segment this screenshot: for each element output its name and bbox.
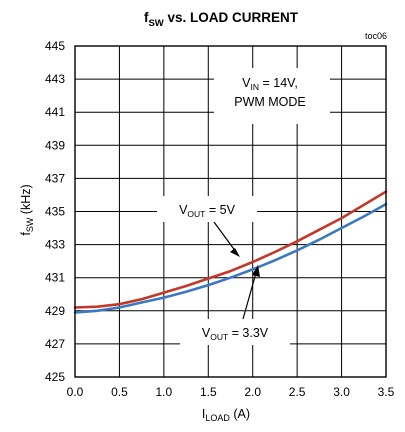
conditions-line-1: VIN = 14V, — [242, 76, 298, 92]
tick-labels: 0.0 0.5 1.0 1.5 2.0 2.5 3.0 3.5 425 427 429 431 433 4… — [45, 39, 395, 399]
x-tick-label: 0.0 — [67, 385, 84, 399]
y-tick-label: 429 — [45, 304, 65, 318]
series-layer — [73, 190, 388, 314]
x-tick-label: 2.0 — [244, 385, 261, 399]
series-label-vout-5v-arrowhead — [230, 248, 240, 257]
y-tick-label: 431 — [45, 271, 65, 285]
conditions-annotation: VIN = 14V, PWM MODE — [214, 68, 330, 124]
x-tick-label: 2.5 — [289, 385, 306, 399]
y-tick-label: 427 — [45, 337, 65, 351]
x-axis-label: ILOAD (A) — [202, 407, 250, 423]
series-line-vout-3v3 — [73, 202, 388, 314]
conditions-line-2: PWM MODE — [234, 95, 306, 109]
series-label-vout-3v3: VOUT = 3.3V — [180, 265, 290, 345]
y-tick-label: 443 — [45, 72, 65, 86]
x-tick-label: 1.0 — [156, 385, 173, 399]
plot-frame — [74, 45, 387, 378]
y-axis-label: fSW (kHz) — [19, 184, 35, 235]
series-label-vout-5v: VOUT = 5V — [157, 196, 257, 257]
y-tick-label: 441 — [45, 105, 65, 119]
y-tick-label: 435 — [45, 205, 65, 219]
series-label-vout-5v-text: VOUT = 5V — [179, 203, 235, 219]
series-label-vout-5v-arrow — [213, 221, 237, 253]
y-tick-label: 439 — [45, 138, 65, 152]
figure-tag: toc06 — [365, 31, 387, 41]
x-tick-label: 1.5 — [200, 385, 217, 399]
y-tick-label: 445 — [45, 39, 65, 53]
series-label-vout-3v3-text: VOUT = 3.3V — [202, 326, 269, 342]
x-tick-label: 3.5 — [378, 385, 395, 399]
chart-title: fSW vs. LOAD CURRENT — [144, 10, 299, 29]
y-tick-label: 437 — [45, 171, 65, 185]
series-label-vout-3v3-arrowhead — [252, 265, 260, 277]
series-label-vout-3v3-arrow — [242, 272, 257, 320]
y-tick-label: 425 — [45, 370, 65, 384]
series-line-vout-5v — [73, 190, 388, 309]
x-tick-label: 3.0 — [333, 385, 350, 399]
y-tick-label: 433 — [45, 238, 65, 252]
x-tick-label: 0.5 — [111, 385, 128, 399]
